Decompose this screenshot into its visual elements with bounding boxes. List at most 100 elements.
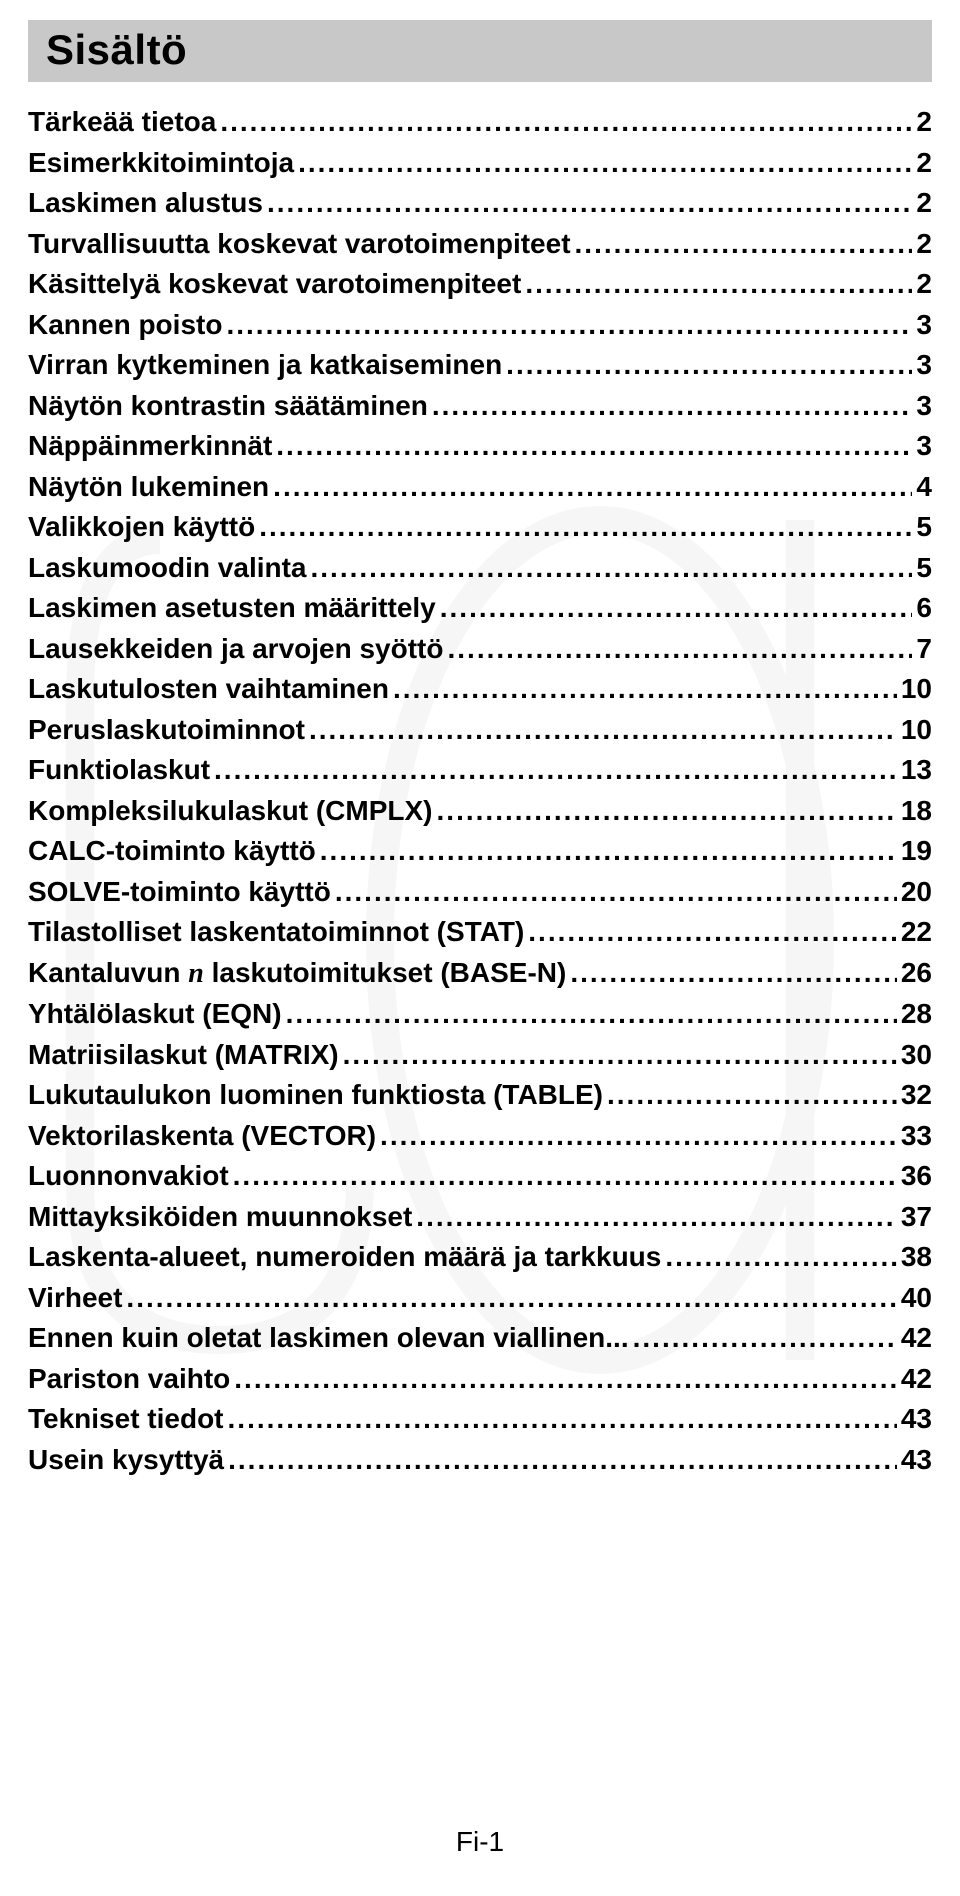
- toc-label: Laskimen alustus: [28, 189, 263, 217]
- toc-page-number: 5: [916, 513, 932, 541]
- toc-row: Kantaluvun n laskutoimitukset (BASE-N) 2…: [28, 959, 932, 988]
- toc-dot-leader: [126, 1284, 896, 1312]
- toc-row: Usein kysyttyä 43: [28, 1446, 932, 1474]
- toc-list: Tärkeää tietoa 2Esimerkkitoimintoja 2Las…: [28, 108, 932, 1474]
- toc-label: Tekniset tiedot: [28, 1405, 224, 1433]
- toc-page-number: 33: [901, 1122, 932, 1150]
- toc-label: Virran kytkeminen ja katkaiseminen: [28, 351, 502, 379]
- toc-row: Peruslaskutoiminnot 10: [28, 716, 932, 744]
- toc-label: Turvallisuutta koskevat varotoimenpiteet: [28, 230, 571, 258]
- toc-label: Näytön kontrastin säätäminen: [28, 392, 428, 420]
- toc-page-number: 22: [901, 918, 932, 946]
- toc-page-number: 3: [916, 392, 932, 420]
- toc-page-number: 2: [916, 189, 932, 217]
- toc-page-number: 28: [901, 1000, 932, 1028]
- toc-label: CALC-toiminto käyttö: [28, 837, 316, 865]
- toc-dot-leader: [233, 1162, 897, 1190]
- toc-dot-leader: [437, 797, 897, 825]
- toc-row: Funktiolaskut 13: [28, 756, 932, 784]
- toc-label: Funktiolaskut: [28, 756, 210, 784]
- toc-page-number: 2: [916, 230, 932, 258]
- toc-dot-leader: [267, 189, 912, 217]
- toc-row: Kannen poisto 3: [28, 311, 932, 339]
- toc-row: Näytön lukeminen 4: [28, 473, 932, 501]
- toc-row: Luonnonvakiot 36: [28, 1162, 932, 1190]
- toc-label: Käsittelyä koskevat varotoimenpiteet: [28, 270, 521, 298]
- toc-row: Laskimen alustus 2: [28, 189, 932, 217]
- toc-page-number: 37: [901, 1203, 932, 1231]
- toc-page-number: 2: [916, 270, 932, 298]
- toc-dot-leader: [228, 1446, 897, 1474]
- toc-label: Yhtälölaskut (EQN): [28, 1000, 282, 1028]
- toc-row: Esimerkkitoimintoja 2: [28, 149, 932, 177]
- toc-row: Laskumoodin valinta 5: [28, 554, 932, 582]
- toc-dot-leader: [276, 432, 912, 460]
- toc-row: Virheet 40: [28, 1284, 932, 1312]
- toc-dot-leader: [214, 756, 897, 784]
- toc-page-number: 43: [901, 1446, 932, 1474]
- toc-dot-leader: [320, 837, 897, 865]
- toc-row: Virran kytkeminen ja katkaiseminen 3: [28, 351, 932, 379]
- toc-row: Laskutulosten vaihtaminen 10: [28, 675, 932, 703]
- toc-row: Kompleksilukulaskut (CMPLX) 18: [28, 797, 932, 825]
- toc-label: SOLVE-toiminto käyttö: [28, 878, 331, 906]
- toc-page-number: 20: [901, 878, 932, 906]
- toc-dot-leader: [343, 1041, 897, 1069]
- toc-label-post: laskutoimitukset (BASE-N): [204, 957, 567, 988]
- toc-dot-leader: [286, 1000, 897, 1028]
- toc-dot-leader: [633, 1324, 897, 1352]
- toc-dot-leader: [259, 513, 912, 541]
- toc-row: Laskimen asetusten määrittely 6: [28, 594, 932, 622]
- toc-label: Vektorilaskenta (VECTOR): [28, 1122, 376, 1150]
- toc-dot-leader: [226, 311, 912, 339]
- toc-page-number: 26: [901, 959, 932, 987]
- toc-label: Tilastolliset laskentatoiminnot (STAT): [28, 918, 524, 946]
- toc-page-number: 30: [901, 1041, 932, 1069]
- toc-dot-leader: [311, 554, 913, 582]
- toc-page-number: 5: [916, 554, 932, 582]
- toc-page-number: 38: [901, 1243, 932, 1271]
- toc-label: Tärkeää tietoa: [28, 108, 216, 136]
- toc-page-number: 2: [916, 149, 932, 177]
- toc-row: SOLVE-toiminto käyttö 20: [28, 878, 932, 906]
- toc-label: Kannen poisto: [28, 311, 222, 339]
- toc-dot-leader: [448, 635, 913, 663]
- toc-page-number: 2: [916, 108, 932, 136]
- toc-label: Näytön lukeminen: [28, 473, 269, 501]
- page-content: Sisältö Tärkeää tietoa 2Esimerkkitoimint…: [0, 0, 960, 1474]
- toc-row: Valikkojen käyttö 5: [28, 513, 932, 541]
- toc-page-number: 32: [901, 1081, 932, 1109]
- toc-row: Turvallisuutta koskevat varotoimenpiteet…: [28, 230, 932, 258]
- toc-page-number: 42: [901, 1365, 932, 1393]
- toc-label: Virheet: [28, 1284, 122, 1312]
- toc-page-number: 18: [901, 797, 932, 825]
- toc-dot-leader: [309, 716, 897, 744]
- toc-label: Kantaluvun n laskutoimitukset (BASE-N): [28, 959, 566, 988]
- toc-dot-leader: [335, 878, 897, 906]
- toc-label: Lukutaulukon luominen funktiosta (TABLE): [28, 1081, 603, 1109]
- toc-label: Luonnonvakiot: [28, 1162, 229, 1190]
- toc-dot-leader: [273, 473, 912, 501]
- toc-dot-leader: [220, 108, 912, 136]
- toc-row: Näppäinmerkinnät 3: [28, 432, 932, 460]
- toc-dot-leader: [607, 1081, 897, 1109]
- toc-dot-leader: [570, 959, 897, 987]
- toc-page-number: 3: [916, 311, 932, 339]
- toc-dot-leader: [228, 1405, 897, 1433]
- toc-dot-leader: [665, 1243, 896, 1271]
- toc-label: Pariston vaihto: [28, 1365, 230, 1393]
- toc-dot-leader: [432, 392, 913, 420]
- toc-label: Esimerkkitoimintoja: [28, 149, 294, 177]
- toc-label: Matriisilaskut (MATRIX): [28, 1041, 339, 1069]
- page-title: Sisältö: [46, 26, 914, 74]
- toc-page-number: 6: [916, 594, 932, 622]
- toc-row: CALC-toiminto käyttö 19: [28, 837, 932, 865]
- toc-page-number: 10: [901, 675, 932, 703]
- toc-row: Ennen kuin oletat laskimen olevan vialli…: [28, 1324, 932, 1352]
- toc-row: Lukutaulukon luominen funktiosta (TABLE)…: [28, 1081, 932, 1109]
- toc-row: Tärkeää tietoa 2: [28, 108, 932, 136]
- toc-row: Pariston vaihto 42: [28, 1365, 932, 1393]
- toc-row: Lausekkeiden ja arvojen syöttö 7: [28, 635, 932, 663]
- toc-page-number: 13: [901, 756, 932, 784]
- toc-dot-leader: [380, 1122, 897, 1150]
